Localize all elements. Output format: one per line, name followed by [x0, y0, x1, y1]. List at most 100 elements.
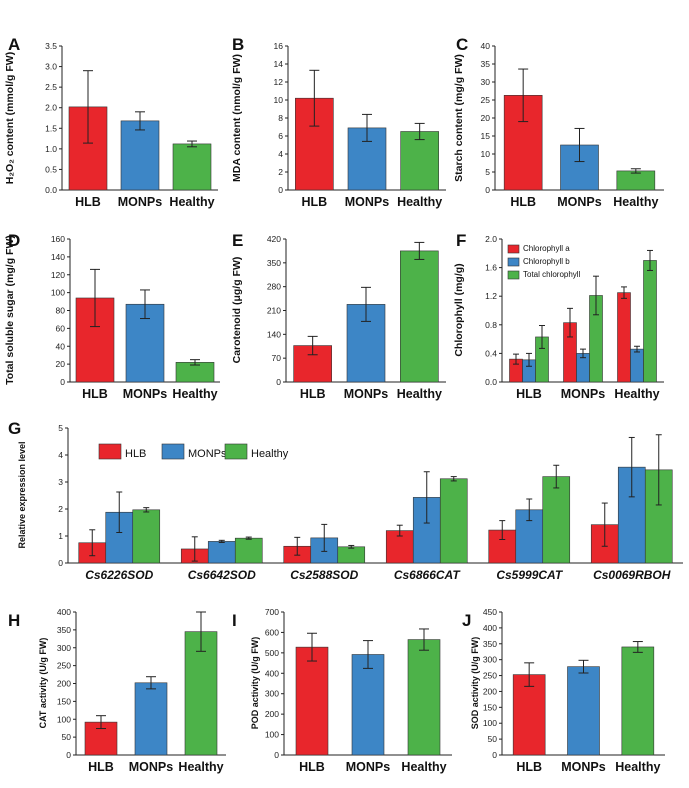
y-tick-label: 0.5: [45, 164, 57, 174]
y-tick-label: 4: [278, 149, 283, 159]
y-tick-label: 400: [57, 607, 71, 617]
panel-label: E: [232, 231, 243, 250]
category-label: MONPs: [344, 387, 389, 401]
y-tick-label: 4: [58, 450, 63, 460]
y-tick-label: 210: [267, 306, 281, 316]
legend: Chlorophyll a Chlorophyll b Total chloroph…: [508, 244, 581, 279]
bar: [644, 260, 657, 382]
category-label: MONPs: [123, 387, 168, 401]
bar: [173, 144, 211, 190]
legend-swatch: [225, 444, 247, 459]
y-tick-label: 200: [57, 679, 71, 689]
y-tick-label: 14: [274, 59, 284, 69]
panel-label: C: [456, 35, 468, 54]
y-tick-label: 0: [66, 750, 71, 760]
legend-label: Total chlorophyll: [523, 270, 581, 279]
y-tick-label: 0: [274, 750, 279, 760]
category-label: Cs6866CAT: [394, 568, 461, 582]
y-axis-title: Relative expression level: [17, 441, 27, 548]
bar: [208, 541, 235, 563]
bar: [408, 640, 440, 755]
y-tick-label: 8: [278, 113, 283, 123]
y-tick-label: 6: [278, 131, 283, 141]
category-label: Healthy: [397, 387, 442, 401]
bar: [400, 251, 438, 382]
category-label: MONPs: [346, 760, 391, 774]
y-tick-label: 140: [51, 252, 65, 262]
category-label: HLB: [299, 760, 325, 774]
chart-panel-I: 0100200300400500600700IPOD activity (U/g…: [232, 607, 452, 774]
y-tick-label: 70: [272, 353, 282, 363]
y-tick-label: 80: [56, 306, 66, 316]
y-tick-label: 15: [481, 131, 491, 141]
category-label: Cs5999CAT: [496, 568, 563, 582]
figure: 0.00.51.01.52.02.53.03.5AH₂O₂ content (m…: [0, 0, 689, 788]
chart-panel-F: 0.00.40.81.21.62.0FChlorophyll (mg/g)HLB…: [453, 231, 664, 401]
y-tick-label: 1.2: [485, 291, 497, 301]
y-tick-label: 3: [58, 477, 63, 487]
bar: [338, 547, 365, 563]
y-tick-label: 60: [56, 323, 66, 333]
bar: [440, 479, 467, 563]
y-tick-label: 250: [483, 671, 497, 681]
y-tick-label: 450: [483, 607, 497, 617]
y-tick-label: 350: [57, 625, 71, 635]
bar: [543, 477, 570, 563]
y-tick-label: 600: [265, 627, 279, 637]
y-tick-label: 20: [481, 113, 491, 123]
category-label: Cs6642SOD: [188, 568, 256, 582]
y-tick-label: 150: [57, 696, 71, 706]
chart-panel-H: 0 50 100 150 200 250 300 350 400 H CAT activity (U…: [8, 607, 226, 774]
bar: [121, 121, 159, 190]
category-label: Healthy: [172, 387, 217, 401]
y-tick-label: 160: [51, 234, 65, 244]
bar: [135, 683, 167, 755]
legend-swatch: [508, 245, 519, 253]
panel-label: F: [456, 231, 466, 250]
y-tick-label: 35: [481, 59, 491, 69]
y-tick-label: 5: [58, 423, 63, 433]
y-tick-label: 500: [265, 648, 279, 658]
y-tick-label: 12: [274, 77, 284, 87]
category-label: HLB: [516, 387, 542, 401]
y-axis-title: POD activity (U/g FW): [250, 637, 260, 730]
category-label: MONPs: [345, 195, 390, 209]
bar: [568, 667, 600, 755]
panel-label: H: [8, 611, 20, 630]
y-tick-label: 2.0: [45, 103, 57, 113]
y-axis-title: Chlorophyll (mg/g): [453, 263, 465, 356]
category-label: MONPs: [561, 760, 606, 774]
y-tick-label: 0.4: [485, 348, 497, 358]
legend-swatch: [508, 271, 519, 279]
bar: [352, 654, 384, 755]
category-label: Cs2588SOD: [290, 568, 358, 582]
y-tick-label: 3.5: [45, 41, 57, 51]
y-tick-label: 100: [483, 718, 497, 728]
y-tick-label: 1.6: [485, 263, 497, 273]
y-tick-label: 1.5: [45, 123, 57, 133]
y-tick-label: 3.0: [45, 62, 57, 72]
y-tick-label: 350: [483, 639, 497, 649]
y-tick-label: 5: [485, 167, 490, 177]
panel-label: A: [8, 35, 20, 54]
y-tick-label: 10: [481, 149, 491, 159]
category-label: MONPs: [561, 387, 606, 401]
legend-label: MONPs: [188, 448, 227, 460]
y-tick-label: 300: [57, 643, 71, 653]
y-tick-label: 140: [267, 329, 281, 339]
bar: [133, 510, 160, 563]
category-label: HLB: [510, 195, 536, 209]
category-label: HLB: [300, 387, 326, 401]
y-tick-label: 0: [276, 377, 281, 387]
y-tick-label: 30: [481, 77, 491, 87]
category-label: Healthy: [401, 760, 446, 774]
category-label: Healthy: [613, 195, 658, 209]
y-tick-label: 2.0: [485, 234, 497, 244]
y-tick-label: 200: [265, 709, 279, 719]
bar: [235, 538, 262, 563]
y-tick-label: 350: [267, 258, 281, 268]
legend-label: Chlorophyll a: [523, 244, 570, 253]
